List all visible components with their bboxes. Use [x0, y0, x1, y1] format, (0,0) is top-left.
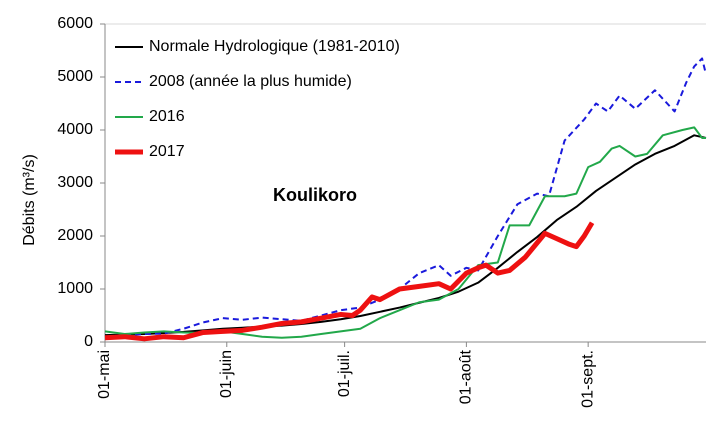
- y-tick-label: 0: [84, 333, 93, 350]
- legend-label: 2016: [149, 108, 185, 125]
- y-tick-label: 4000: [57, 121, 93, 138]
- legend-label: 2008 (année la plus humide): [149, 73, 352, 90]
- x-tick-label: 01-mai: [96, 350, 113, 399]
- y-tick-label: 6000: [57, 15, 93, 32]
- y-axis-label: Débits (m³/s): [21, 154, 38, 246]
- x-tick-label: 01-juil.: [336, 350, 353, 397]
- x-tick-label: 01-sept.: [579, 350, 596, 408]
- legend-label: 2017: [149, 143, 185, 160]
- x-tick-label: 01-août: [458, 349, 475, 404]
- x-tick-label: 01-juin: [218, 350, 235, 398]
- y-tick-label: 3000: [57, 174, 93, 191]
- chart-title: Koulikoro: [273, 185, 357, 205]
- series-line: [104, 57, 707, 338]
- series-line: [104, 221, 595, 342]
- y-tick-label: 2000: [57, 227, 93, 244]
- y-tick-label: 5000: [57, 68, 93, 85]
- y-tick-label: 1000: [57, 280, 93, 297]
- legend-label: Normale Hydrologique (1981-2010): [149, 38, 400, 55]
